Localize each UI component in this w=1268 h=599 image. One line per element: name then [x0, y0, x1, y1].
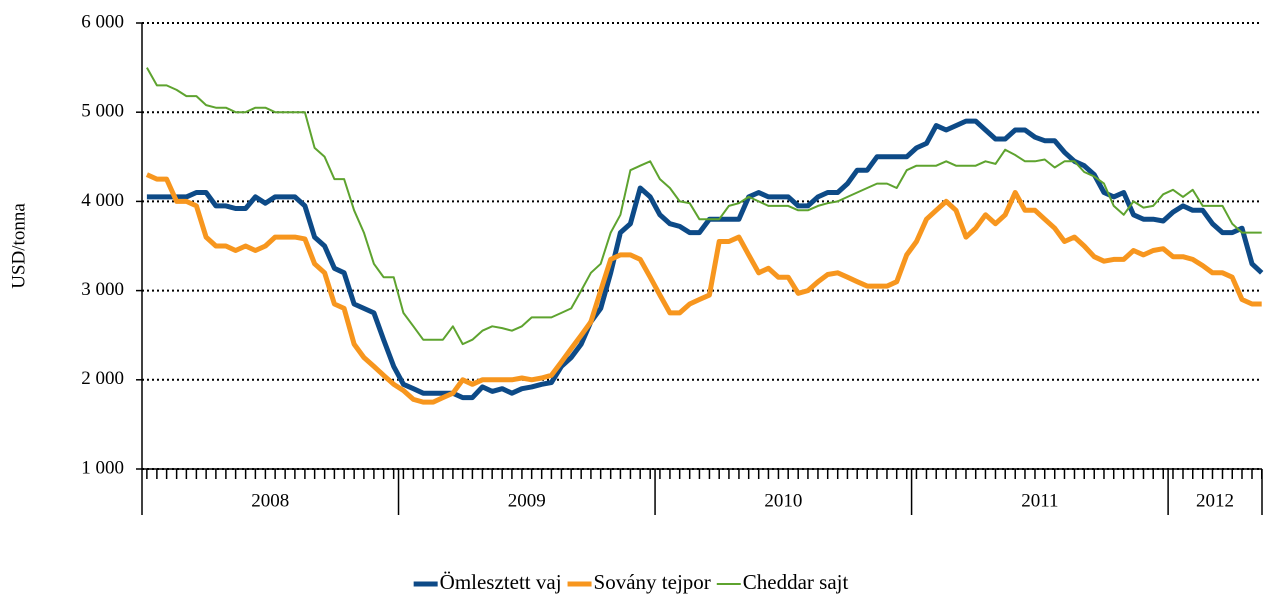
- y-tick-label: 5 000: [81, 101, 124, 122]
- legend-label: Sovány tejpor: [594, 570, 711, 594]
- series-line: [145, 172, 1262, 405]
- x-tick-label: 2009: [508, 490, 546, 511]
- y-tick-label: 3 000: [81, 279, 124, 300]
- x-tick-label: 2011: [1021, 490, 1058, 511]
- series-line: [146, 67, 1262, 346]
- y-tick-label: 6 000: [81, 11, 124, 32]
- x-tick-label: 2010: [764, 490, 802, 511]
- y-tick-label: 1 000: [81, 457, 124, 478]
- legend-label: Ömlesztett vaj: [440, 570, 562, 594]
- x-tick-label: 2008: [251, 490, 289, 511]
- x-tick-label: 2012: [1196, 490, 1234, 511]
- y-tick-label: 2 000: [81, 368, 124, 389]
- y-tick-label: 4 000: [81, 190, 124, 211]
- legend-label: Cheddar sajt: [743, 570, 849, 594]
- y-axis-label: USD/tonna: [8, 203, 29, 289]
